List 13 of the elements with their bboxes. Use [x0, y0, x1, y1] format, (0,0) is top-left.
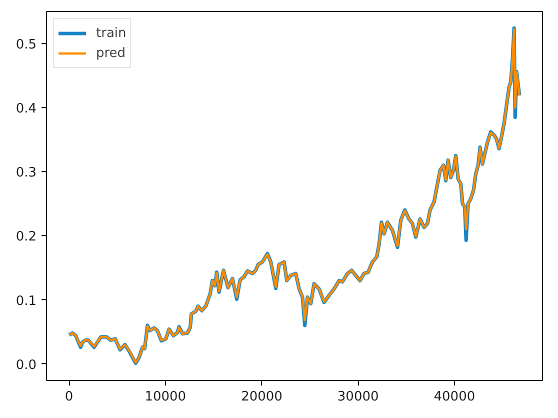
y-tick-label: 0.1	[16, 294, 37, 309]
x-tick-label: 0	[64, 390, 74, 404]
y-tick-label: 0.5	[16, 38, 37, 53]
y-tick-label: 0.3	[16, 166, 37, 181]
x-tick-label: 30000	[337, 390, 379, 404]
legend-label: pred	[96, 46, 126, 60]
legend-label: train	[96, 26, 126, 40]
y-tick-label: 0.2	[16, 230, 37, 245]
x-tick-label: 20000	[241, 390, 282, 404]
y-tick-label: 0.0	[16, 358, 37, 373]
x-tick-label: 10000	[144, 390, 186, 404]
x-tick-label: 40000	[434, 390, 476, 404]
y-tick-label: 0.4	[16, 102, 37, 117]
